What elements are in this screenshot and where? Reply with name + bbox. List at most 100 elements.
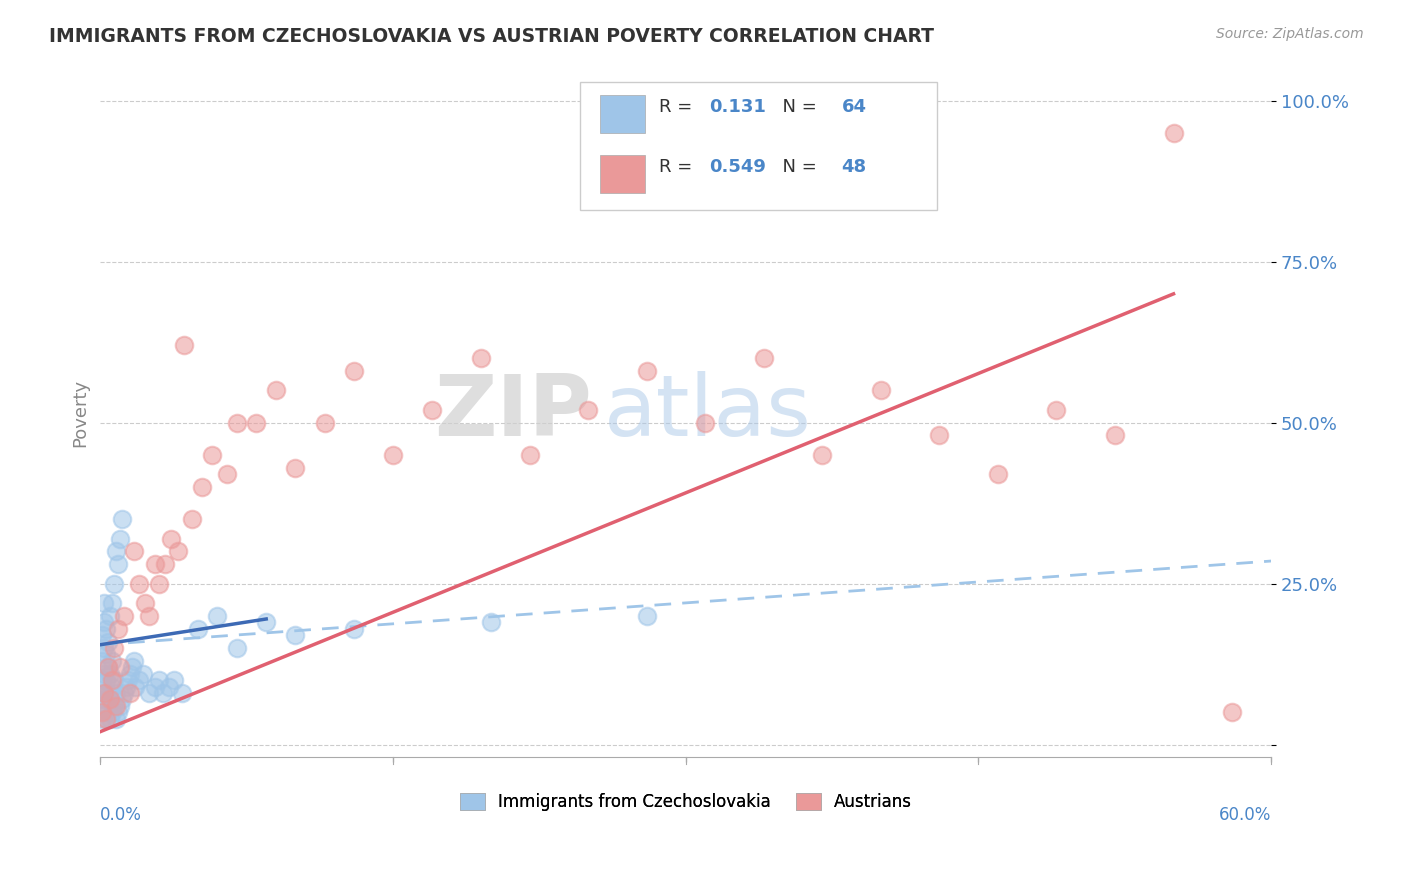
Text: atlas: atlas: [603, 371, 811, 454]
Point: [101, 654, 124, 668]
Point: [101, 706, 124, 720]
Point: [103, 673, 125, 687]
Point: [200, 448, 222, 462]
Point: [101, 680, 124, 694]
Point: [226, 640, 249, 655]
Point: [159, 532, 181, 546]
Point: [264, 384, 287, 398]
Point: [111, 692, 134, 706]
Point: [143, 558, 166, 572]
Point: [91, 654, 114, 668]
Point: [695, 416, 717, 430]
Point: [93, 640, 115, 655]
Point: [97, 660, 120, 674]
Point: [98, 608, 121, 623]
Point: [207, 608, 229, 623]
Point: [93, 706, 115, 720]
Point: [314, 416, 336, 430]
Point: [91, 692, 114, 706]
Text: 0.0%: 0.0%: [100, 805, 142, 823]
Text: Source: ZipAtlas.com: Source: ZipAtlas.com: [1216, 27, 1364, 41]
Point: [96, 712, 118, 726]
Point: [167, 544, 190, 558]
Point: [111, 512, 134, 526]
Point: [128, 673, 150, 687]
Point: [96, 673, 118, 687]
Point: [284, 460, 307, 475]
Point: [91, 706, 114, 720]
Point: [420, 402, 443, 417]
Point: [128, 576, 150, 591]
Point: [103, 698, 125, 713]
Text: R =: R =: [659, 158, 697, 176]
Point: [124, 680, 146, 694]
Point: [101, 596, 124, 610]
Point: [479, 615, 502, 630]
Point: [104, 544, 127, 558]
Point: [96, 622, 118, 636]
Point: [132, 666, 155, 681]
Point: [114, 680, 136, 694]
Point: [112, 608, 135, 623]
Point: [121, 660, 143, 674]
Point: [163, 673, 186, 687]
Point: [93, 666, 115, 681]
Point: [343, 364, 366, 378]
FancyBboxPatch shape: [600, 154, 645, 193]
Text: 60.0%: 60.0%: [1219, 805, 1271, 823]
Point: [97, 706, 120, 720]
Point: [343, 622, 366, 636]
Text: N =: N =: [770, 158, 823, 176]
Point: [118, 666, 141, 681]
Point: [152, 686, 174, 700]
Point: [107, 558, 129, 572]
Text: 64: 64: [841, 98, 866, 116]
Point: [172, 686, 194, 700]
Text: ZIP: ZIP: [434, 371, 592, 454]
Point: [148, 576, 170, 591]
Point: [108, 698, 131, 713]
Point: [519, 448, 541, 462]
Point: [382, 448, 405, 462]
Point: [636, 364, 658, 378]
Point: [254, 615, 277, 630]
Point: [101, 673, 124, 687]
Point: [93, 686, 115, 700]
Point: [470, 351, 492, 366]
Point: [1104, 428, 1126, 442]
Point: [157, 680, 180, 694]
Point: [98, 712, 121, 726]
FancyBboxPatch shape: [581, 82, 938, 210]
Point: [217, 467, 239, 482]
Point: [112, 686, 135, 700]
Point: [103, 576, 125, 591]
Point: [107, 706, 129, 720]
Point: [91, 673, 114, 687]
Point: [636, 608, 658, 623]
Point: [98, 692, 121, 706]
Point: [187, 622, 209, 636]
FancyBboxPatch shape: [600, 95, 645, 133]
Legend: Immigrants from Czechoslovakia, Austrians: Immigrants from Czechoslovakia, Austrian…: [453, 787, 918, 818]
Point: [93, 615, 115, 630]
Point: [93, 686, 115, 700]
Point: [104, 686, 127, 700]
Point: [138, 686, 160, 700]
Point: [118, 686, 141, 700]
Point: [91, 628, 114, 642]
Point: [191, 480, 214, 494]
Point: [93, 596, 115, 610]
Point: [181, 512, 204, 526]
Point: [752, 351, 775, 366]
Text: R =: R =: [659, 98, 697, 116]
Point: [96, 692, 118, 706]
Point: [576, 402, 599, 417]
Point: [1045, 402, 1067, 417]
Point: [107, 622, 129, 636]
Point: [226, 416, 249, 430]
Point: [987, 467, 1010, 482]
Point: [97, 660, 120, 674]
Y-axis label: Poverty: Poverty: [72, 379, 89, 447]
Point: [134, 596, 156, 610]
Text: IMMIGRANTS FROM CZECHOSLOVAKIA VS AUSTRIAN POVERTY CORRELATION CHART: IMMIGRANTS FROM CZECHOSLOVAKIA VS AUSTRI…: [49, 27, 934, 45]
